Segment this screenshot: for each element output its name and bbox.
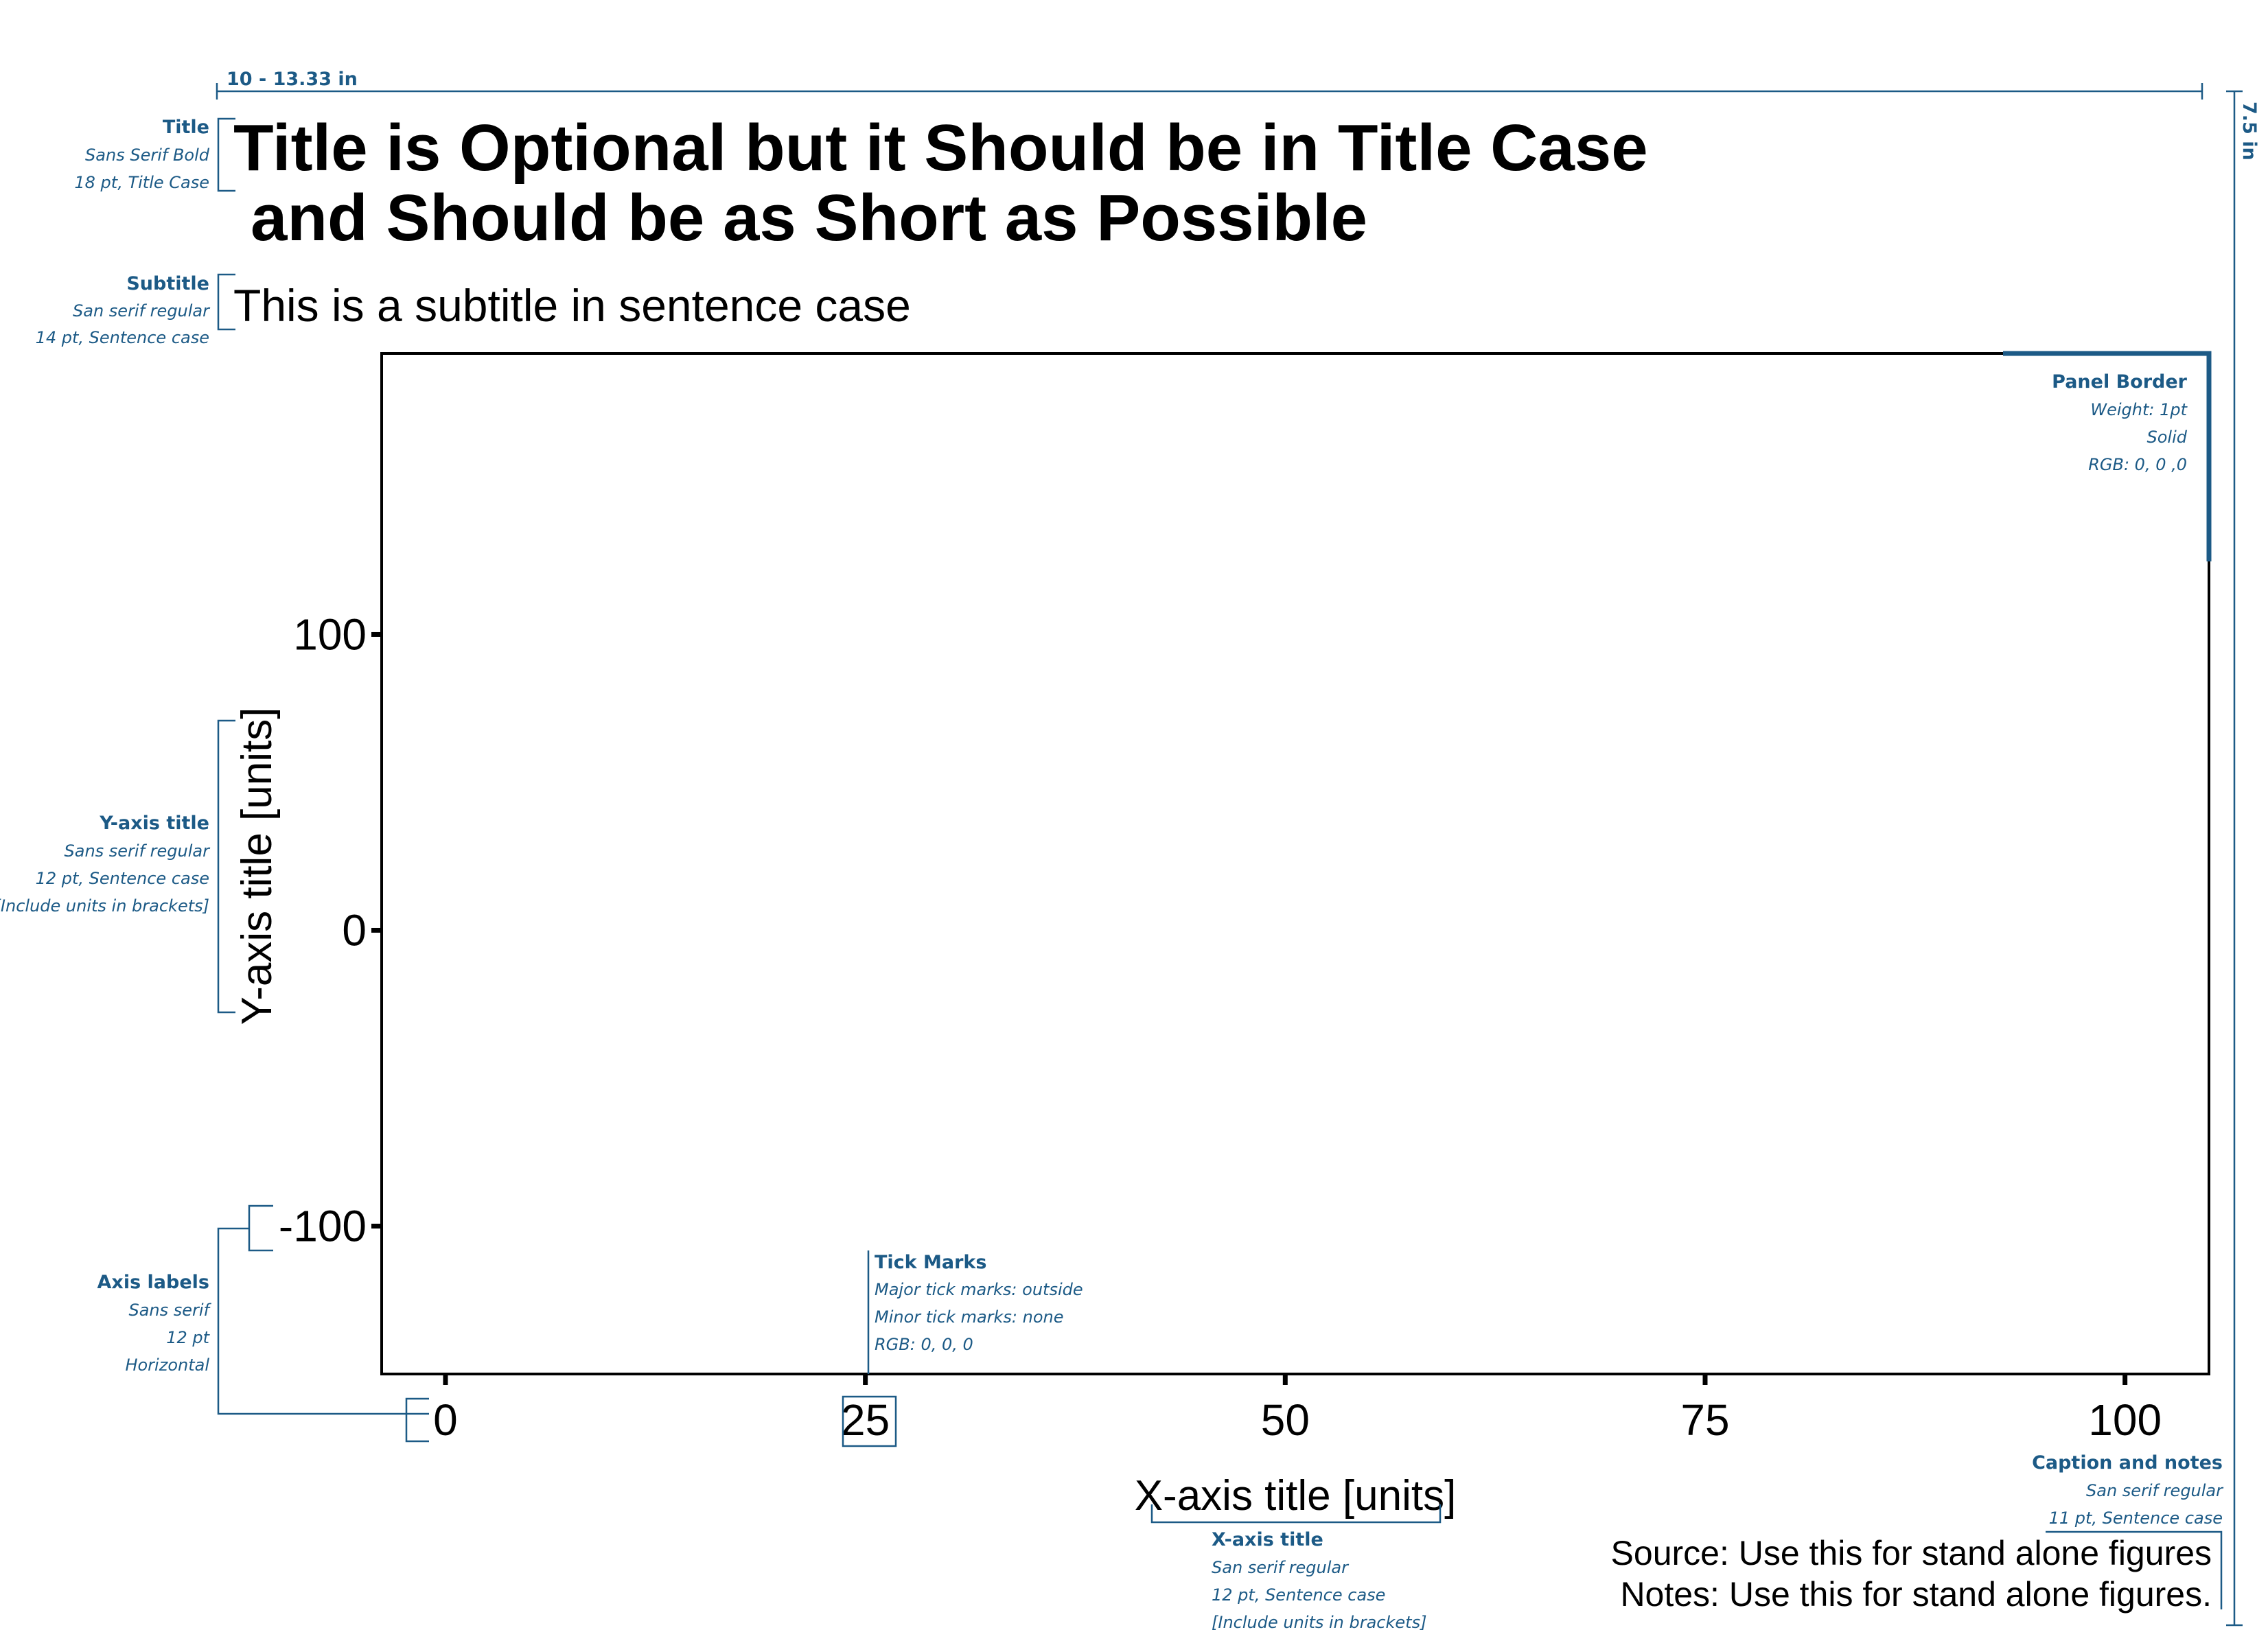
x-axis: 0 25 50 75 100 xyxy=(433,1374,2162,1445)
axis-labels-annotation-head: Axis labels xyxy=(97,1272,209,1293)
panel-border-annotation-line-2: Solid xyxy=(2147,428,2188,447)
y-axis-title: Y-axis title [units] xyxy=(233,708,281,1025)
y-axis-annotation-line-1: Sans serif regular xyxy=(65,841,211,861)
y-axis-annotation-line-3: [Include units in brackets] xyxy=(0,896,209,916)
x-tick-label: 0 xyxy=(433,1395,458,1445)
y-tick-label: 0 xyxy=(342,905,367,955)
height-dimension-label: 7.5 in xyxy=(2238,102,2260,161)
tick-marks-annotation: Tick Marks Major tick marks: outside Min… xyxy=(867,1250,1083,1374)
panel-border-annotation: Panel Border Weight: 1pt Solid RGB: 0, 0… xyxy=(2052,371,2188,474)
panel-border-annotation-line-3: RGB: 0, 0 ,0 xyxy=(2088,455,2187,474)
y-tick-label: -100 xyxy=(279,1201,367,1250)
axis-labels-annotation-line-1: Sans serif xyxy=(128,1301,211,1320)
caption-source: Source: Use this for stand alone figures xyxy=(1611,1534,2212,1572)
x-tick-label: 50 xyxy=(1261,1395,1310,1445)
title-annotation: Title Sans Serif Bold 18 pt, Title Case xyxy=(74,117,235,192)
subtitle-annotation-head: Subtitle xyxy=(126,273,209,294)
highlighted-tick-label-box xyxy=(842,1395,897,1447)
tick-marks-annotation-head: Tick Marks xyxy=(875,1252,986,1273)
width-dimension-label: 10 - 13.33 in xyxy=(227,69,358,90)
x-axis-annotation-head: X-axis title xyxy=(1212,1529,1323,1550)
panel-border-annotation-line-1: Weight: 1pt xyxy=(2090,400,2188,419)
y-axis-annotation-head: Y-axis title xyxy=(99,813,209,834)
y-axis: 100 0 -100 xyxy=(279,609,382,1250)
caption-annotation-line-1: San serif regular xyxy=(2086,1481,2224,1500)
subtitle-annotation: Subtitle San serif regular 14 pt, Senten… xyxy=(36,273,235,347)
height-dimension: 7.5 in xyxy=(2226,90,2260,1627)
chart-subtitle: This is a subtitle in sentence case xyxy=(233,280,911,331)
x-axis-annotation-line-2: 12 pt, Sentence case xyxy=(1212,1585,1385,1605)
axis-labels-annotation: Axis labels Sans serif 12 pt Horizontal xyxy=(97,1204,897,1447)
panel-border-highlight xyxy=(2003,351,2212,561)
tick-marks-annotation-line-1: Major tick marks: outside xyxy=(875,1280,1083,1299)
x-tick-label: 100 xyxy=(2088,1395,2162,1445)
y-axis-annotation-line-2: 12 pt, Sentence case xyxy=(36,869,209,888)
panel-border xyxy=(380,352,2210,1375)
axis-labels-annotation-line-3: Horizontal xyxy=(125,1355,209,1375)
x-axis-annotation: X-axis title San serif regular 12 pt, Se… xyxy=(1150,1504,1442,1630)
chart-title-line-1: Title is Optional but it Should be in Ti… xyxy=(233,111,1648,185)
y-tick-label: 100 xyxy=(293,609,367,659)
caption-annotation-head: Caption and notes xyxy=(2032,1452,2223,1474)
chart-title-line-2: and Should be as Short as Possible xyxy=(251,181,1367,255)
x-axis-annotation-line-1: San serif regular xyxy=(1212,1558,1350,1577)
panel-border-annotation-head: Panel Border xyxy=(2052,371,2188,393)
caption-annotation-line-2: 11 pt, Sentence case xyxy=(2049,1509,2223,1528)
subtitle-annotation-line-2: 14 pt, Sentence case xyxy=(36,328,209,347)
subtitle-annotation-line-1: San serif regular xyxy=(73,301,211,321)
tick-marks-annotation-line-2: Minor tick marks: none xyxy=(875,1307,1064,1327)
title-annotation-line-1: Sans Serif Bold xyxy=(85,145,210,165)
x-axis-title: X-axis title [units] xyxy=(1135,1472,1457,1520)
width-dimension: 10 - 13.33 in xyxy=(216,69,2203,100)
x-axis-annotation-line-3: [Include units in brackets] xyxy=(1212,1613,1426,1630)
x-tick-label: 25 xyxy=(841,1395,890,1445)
tick-marks-annotation-line-3: RGB: 0, 0, 0 xyxy=(875,1335,973,1354)
title-annotation-line-2: 18 pt, Title Case xyxy=(74,173,209,192)
axis-labels-annotation-line-2: 12 pt xyxy=(166,1328,210,1347)
x-tick-label: 75 xyxy=(1680,1395,1729,1445)
caption-annotation: Caption and notes San serif regular 11 p… xyxy=(2032,1452,2224,1609)
caption-notes: Notes: Use this for stand alone figures. xyxy=(1620,1575,2212,1614)
y-axis-annotation: Y-axis title Sans serif regular 12 pt, S… xyxy=(0,719,235,1014)
title-annotation-head: Title xyxy=(163,117,209,138)
